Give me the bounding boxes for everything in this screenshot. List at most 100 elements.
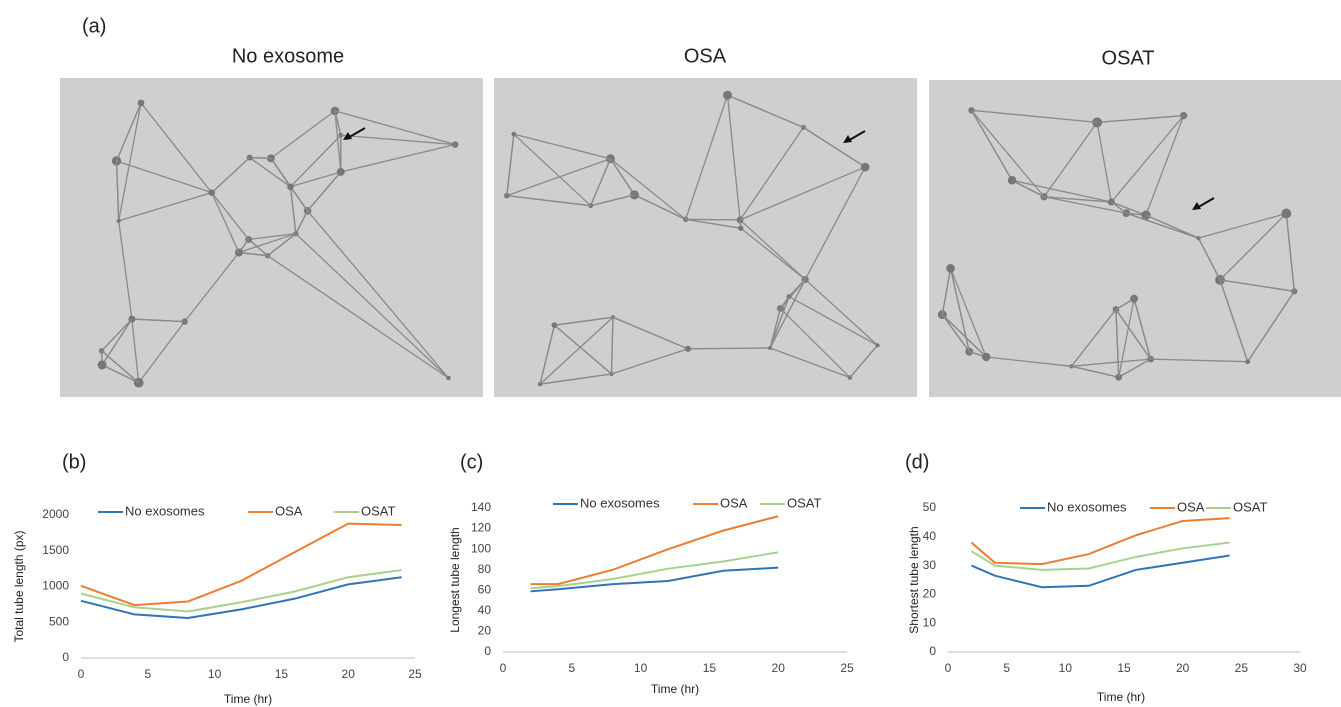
tube [803,126,866,168]
tube [295,233,449,379]
tube [1110,115,1185,203]
tube [949,268,987,358]
tube [115,160,120,221]
tube [116,160,212,194]
tube [131,319,140,383]
tube [554,316,614,326]
tube [1219,279,1249,362]
tube [804,278,878,346]
tube [1150,358,1248,363]
tube [211,192,240,253]
tube [290,171,341,188]
tube [101,318,133,352]
tube [334,110,342,173]
legend-label: OSA [720,495,748,510]
tube [1198,212,1287,239]
tube [970,109,1045,198]
series-line [970,541,1230,571]
tube [1071,365,1119,378]
tube [941,268,952,315]
cell-cluster [860,162,870,172]
legend-label: No exosomes [580,495,660,510]
x-tick-label: 5 [1003,661,1010,675]
tube [769,296,790,349]
y-tick-label: 20 [478,624,492,638]
micrograph [929,80,1341,397]
tube [740,227,806,280]
y-tick-label: 140 [471,500,491,514]
tube [1219,279,1295,292]
tube [506,158,611,197]
tube [307,210,449,379]
micrographs [60,78,1341,397]
y-tick-label: 2000 [42,507,69,521]
tube [340,134,456,146]
x-tick-label: 15 [275,667,289,681]
tube [1043,122,1098,198]
tube [1145,115,1185,216]
legend-label: OSAT [361,503,395,518]
cell-cluster [97,360,107,370]
tube [131,318,185,323]
tube [101,364,139,384]
tube [101,318,133,366]
tube [779,307,851,379]
tube [634,194,686,220]
cell-cluster [722,90,732,100]
tube [513,133,611,160]
tube [610,317,614,374]
tube [1096,122,1112,203]
tube [788,296,878,346]
cell-cluster [446,375,451,381]
y-tick-label: 60 [478,582,492,596]
tube [506,134,515,196]
cell-cluster [336,168,345,176]
tube [1126,212,1199,239]
legend-label: OSA [1177,499,1205,514]
cell-cluster [1007,176,1017,185]
tube [739,127,804,221]
x-tick-label: 25 [1235,661,1249,675]
tube [769,279,806,349]
tube [1097,114,1184,124]
tube [138,321,186,384]
tube [140,102,213,194]
tube [248,238,269,257]
y-tick-label: 30 [923,558,937,572]
tube [970,109,1013,181]
y-tick-label: 80 [478,562,492,576]
tube [118,220,133,320]
tube [118,102,142,221]
series-line [971,554,1230,589]
x-tick-label: 15 [703,661,717,675]
tube [1133,298,1152,360]
tube [1247,290,1295,363]
image-title: OSA [684,45,727,67]
tube [539,316,614,385]
tube [248,233,296,241]
micrograph [60,78,483,397]
tube [590,158,612,206]
tube [609,158,635,196]
x-tick-label: 30 [1293,661,1307,675]
tube [941,314,987,358]
y-axis-title: Total tube length (px) [12,530,26,642]
tube [1115,309,1120,378]
cell-cluster [684,345,691,352]
tube [238,233,297,254]
arrow-head [843,135,852,143]
cell-cluster [116,218,121,223]
tube [1118,298,1135,378]
x-tick-label: 0 [78,667,85,681]
y-tick-label: 120 [471,521,491,535]
x-axis-title: Time (hr) [1097,690,1145,704]
y-tick-label: 40 [478,603,492,617]
tube [118,192,212,222]
cell-cluster [551,322,558,329]
tube [687,347,771,350]
tube [1118,358,1151,378]
x-axis-title: Time (hr) [651,682,699,696]
y-tick-label: 0 [929,644,936,658]
tube [788,279,806,298]
